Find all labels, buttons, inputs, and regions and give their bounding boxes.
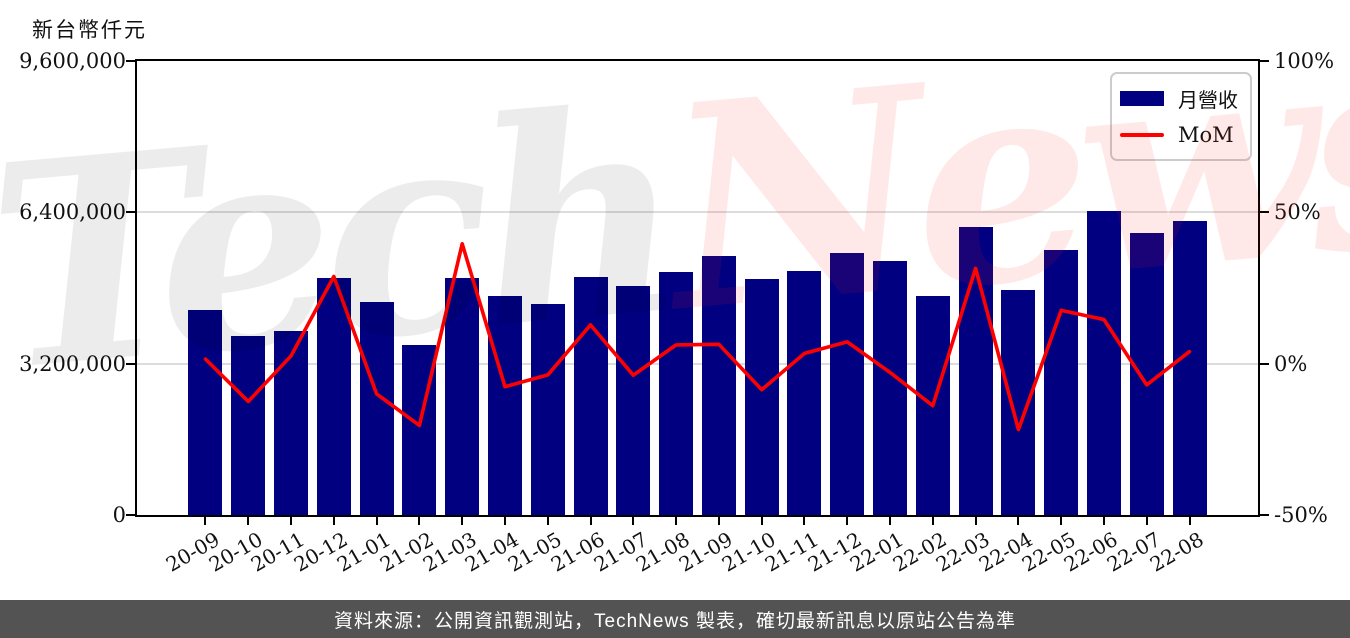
revenue-bar-21-05 [530,304,565,515]
plot-area [135,59,1260,517]
right-axis-tick-label: 100% [1274,49,1335,73]
legend-mom-label: MoM [1178,123,1234,147]
x-axis-tick-mark [889,517,892,525]
mom-line-swatch-icon [1120,133,1164,137]
x-axis-tick-mark [760,517,763,525]
x-axis-tick-mark [247,517,250,525]
left-axis-tick-mark [126,362,135,365]
footer-bar: 資料來源：公開資訊觀測站，TechNews 製表，確切最新訊息以原站公告為準 [0,600,1350,638]
x-axis-tick-mark [1102,517,1105,525]
legend-item-mom: MoM [1112,123,1250,147]
right-axis-tick-mark [1260,362,1269,365]
revenue-bar-21-07 [616,286,651,515]
right-axis-tick-mark [1260,211,1269,214]
left-axis-tick-label: 3,200,000 [19,351,126,376]
right-axis-tick-mark [1260,514,1269,516]
gridline [137,211,1258,214]
x-axis-tick-mark [503,517,506,525]
revenue-bar-20-09 [188,310,223,515]
left-axis-tick-label: 9,600,000 [19,49,126,73]
revenue-bar-swatch-icon [1120,91,1164,106]
left-axis-tick-mark [126,60,135,62]
revenue-bar-21-12 [830,253,865,515]
revenue-bar-21-08 [659,271,694,515]
x-axis-tick-mark [1188,517,1191,525]
legend-item-revenue: 月營收 [1112,84,1250,113]
revenue-bar-20-10 [231,335,266,515]
mom-line [203,242,1192,432]
revenue-bar-22-08 [1172,221,1207,515]
x-axis-tick-mark [204,517,207,525]
revenue-bar-22-05 [1044,250,1079,515]
x-axis-tick-mark [332,517,335,525]
x-axis-tick-mark [931,517,934,525]
gridline [137,362,1258,365]
revenue-bar-21-01 [359,301,394,515]
left-axis-tick-mark [126,514,135,516]
x-axis-tick-mark [418,517,421,525]
x-axis-tick-mark [803,517,806,525]
right-axis-tick-mark [1260,60,1269,62]
y-axis-unit-label: 新台幣仟元 [32,19,147,42]
revenue-bar-21-11 [787,270,822,515]
right-axis-tick-label: 50% [1274,200,1321,225]
legend-revenue-label: 月營收 [1178,90,1238,112]
x-axis-tick-mark [290,517,293,525]
x-axis-tick-mark [461,517,464,525]
mom-line-layer [203,242,1192,432]
x-axis-tick-mark [717,517,720,525]
revenue-chart: 新台幣仟元 9,600,000 6,400,000 3,200,000 0 100% 50… [0,0,1350,577]
x-axis-tick-mark [1145,517,1148,525]
right-axis-tick-label: -50% [1274,503,1328,527]
revenue-bar-21-10 [744,278,779,515]
left-axis-tick-label: 6,400,000 [19,200,126,225]
revenue-bar-21-06 [573,277,608,515]
revenue-bar-21-04 [487,296,522,515]
legend: 月營收 MoM [1110,72,1252,161]
x-axis-tick-mark [589,517,592,525]
x-axis-tick-mark [632,517,635,525]
revenue-bar-22-01 [873,260,908,515]
left-axis-tick-mark [126,211,135,214]
x-axis-tick-mark [974,517,977,525]
x-axis-tick-mark [846,517,849,525]
revenue-bar-22-06 [1086,211,1121,515]
right-axis-tick-label: 0% [1274,351,1308,376]
revenue-bar-21-03 [445,278,480,515]
revenue-bar-21-09 [701,256,736,515]
x-axis-tick-mark [375,517,378,525]
x-axis-tick-mark [1017,517,1020,525]
x-axis-tick-mark [546,517,549,525]
revenue-bar-20-12 [316,278,351,515]
x-axis-tick-mark [1060,517,1063,525]
source-attribution-text: 資料來源：公開資訊觀測站，TechNews 製表，確切最新訊息以原站公告為準 [334,610,1016,632]
left-axis-tick-label: 0 [112,503,126,527]
revenue-bar-20-11 [274,331,309,515]
x-axis-tick-mark [675,517,678,525]
